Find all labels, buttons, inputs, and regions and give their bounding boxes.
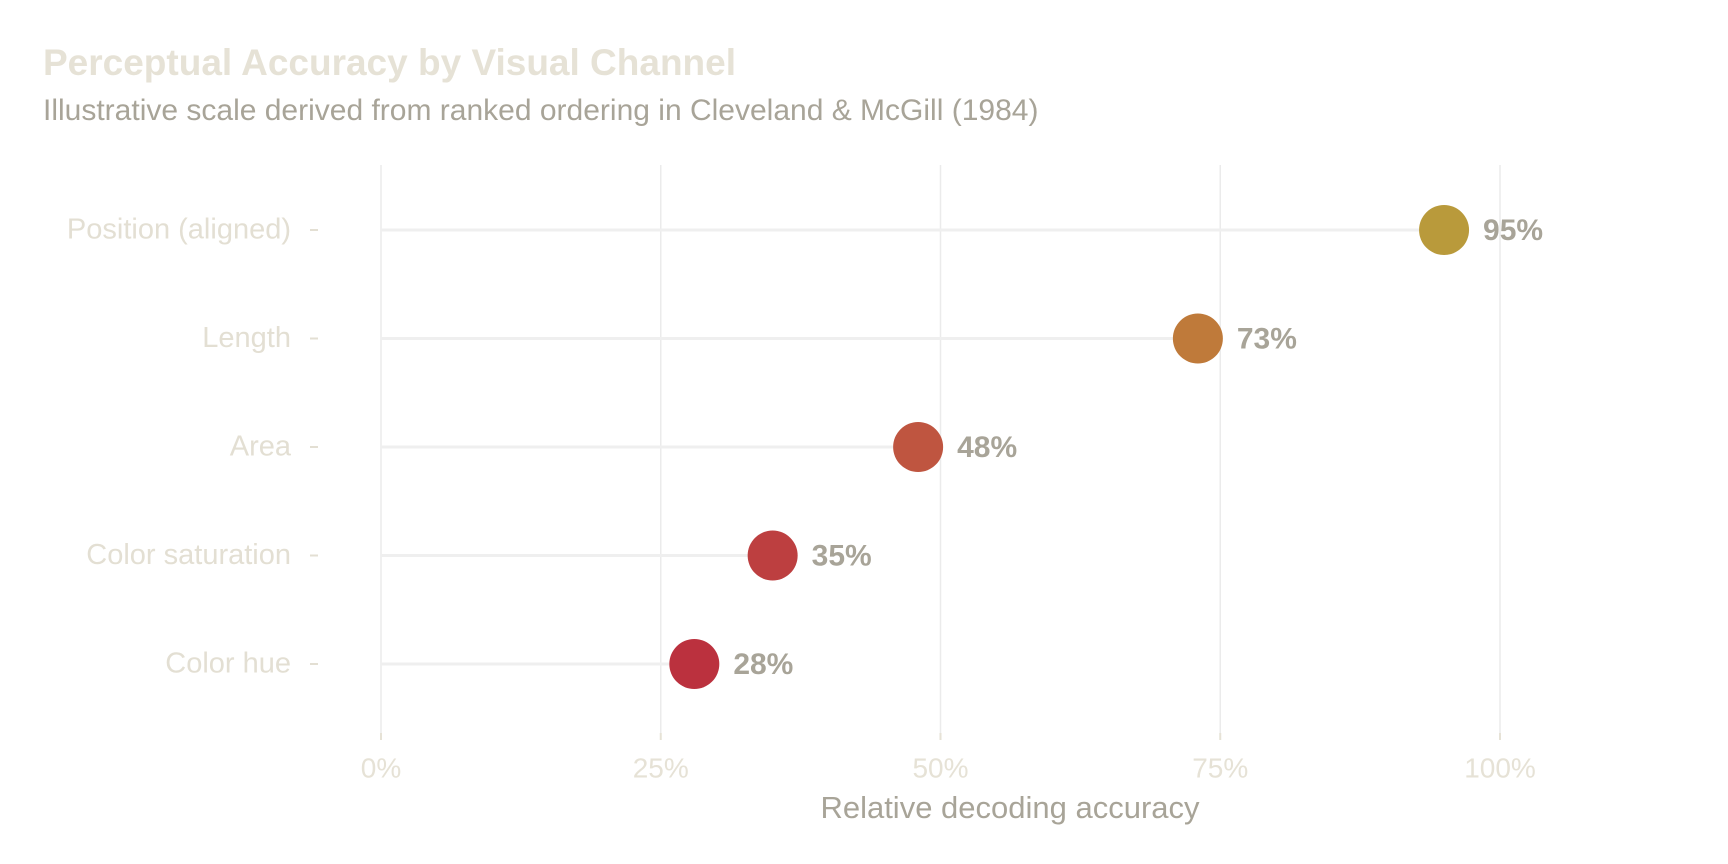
dot (1172, 313, 1223, 364)
dot (1419, 205, 1470, 255)
x-tick-label: 50% (912, 752, 968, 783)
dot (669, 639, 720, 689)
value-label: 48% (957, 431, 1017, 464)
value-label: 73% (1237, 322, 1297, 355)
x-tick-label: 100% (1464, 752, 1536, 783)
y-tick-label: Area (230, 431, 292, 463)
chart-subtitle: Illustrative scale derived from ranked o… (43, 94, 1038, 127)
x-tick-label: 75% (1192, 752, 1248, 783)
y-tick-label: Length (202, 322, 291, 354)
y-tick-label: Position (aligned) (67, 214, 291, 246)
dot (893, 422, 944, 472)
x-tick-label: 0% (361, 752, 401, 783)
value-label: 95% (1483, 214, 1543, 247)
chart-title: Perceptual Accuracy by Visual Channel (43, 42, 736, 83)
value-label: 35% (812, 539, 872, 572)
y-tick-label: Color hue (165, 648, 291, 680)
y-tick-label: Color saturation (86, 539, 291, 571)
value-label: 28% (733, 648, 793, 681)
dot (747, 530, 798, 581)
x-axis-title: Relative decoding accuracy (820, 790, 1200, 825)
x-tick-label: 25% (633, 752, 689, 783)
